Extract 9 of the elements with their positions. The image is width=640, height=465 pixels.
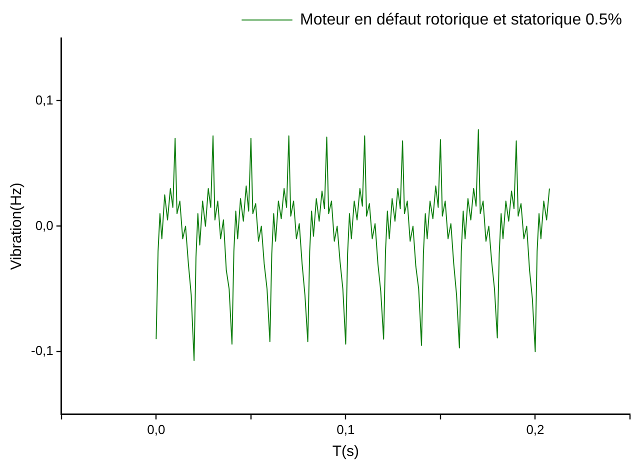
y-tick-label: 0,0	[35, 218, 54, 233]
x-tick-label: 0,1	[336, 422, 355, 437]
y-tick-label: 0,1	[35, 92, 54, 108]
legend-label: Moteur en défaut rotorique et statorique 0.5%	[300, 11, 622, 28]
y-axis-title: Vibration(Hz)	[8, 182, 26, 270]
x-tick-label: 0,2	[526, 422, 544, 437]
x-axis-title: T(s)	[332, 443, 360, 460]
x-tick-label: 0,0	[147, 422, 166, 437]
y-tick-label: -0,1	[30, 343, 54, 358]
